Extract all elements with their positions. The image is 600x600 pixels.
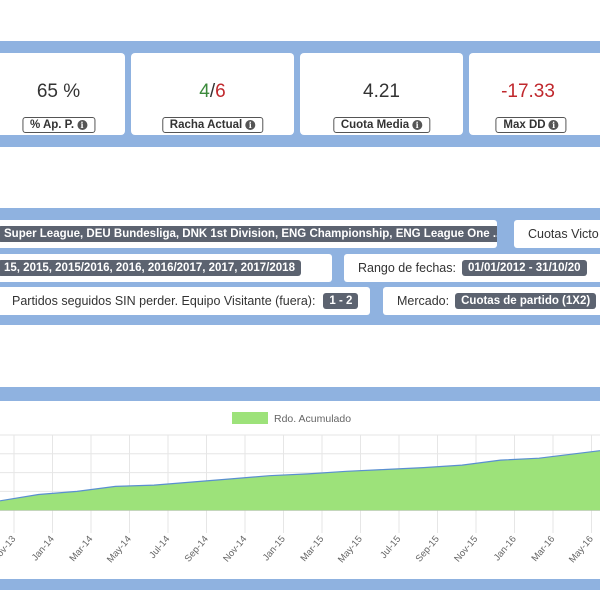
x-tick-label: Nov-14: [221, 534, 249, 565]
seasons-tag[interactable]: 15, 2015, 2015/2016, 2016, 2016/2017, 20…: [0, 260, 301, 276]
legend-label: Rdo. Acumulado: [274, 413, 351, 425]
cuotas-label: Cuotas Victo: [528, 227, 599, 241]
leagues-tag[interactable]: Super League, DEU Bundesliga, DNK 1st Di…: [0, 226, 497, 242]
stat-value-cuota: 4.21: [363, 81, 400, 102]
x-tick-label: Sep-14: [183, 534, 211, 565]
x-tick-label: May-14: [105, 534, 134, 565]
info-icon[interactable]: i: [245, 120, 256, 130]
market-label: Mercado:: [397, 294, 450, 308]
stat-value-racha: 4/6: [199, 81, 226, 102]
legend-swatch: [232, 412, 268, 424]
stat-label-racha[interactable]: Racha Actual i: [161, 117, 264, 133]
x-tick-label: Jan-16: [492, 534, 519, 563]
stat-value-maxdd: -17.33: [501, 81, 555, 102]
info-icon[interactable]: i: [548, 120, 559, 130]
date-range-tag[interactable]: 01/01/2012 - 31/10/20: [462, 260, 587, 276]
stat-card-ap: 65 % % Ap. P. i: [0, 53, 125, 135]
filter-cuotas[interactable]: Cuotas Victo: [514, 220, 600, 248]
info-icon[interactable]: i: [77, 120, 88, 130]
chart-panel: Rdo. Acumulado Nov-13 Jan-14 Mar-14 May-14 J…: [0, 401, 600, 579]
area-series-rdo-acumulado: [0, 450, 600, 511]
market-tag[interactable]: Cuotas de partido (1X2): [455, 293, 597, 309]
stat-card-maxdd: -17.33 Max DD i: [469, 53, 600, 135]
stat-label-cuota[interactable]: Cuota Media i: [332, 117, 431, 133]
streak-label: Partidos seguidos SIN perder. Equipo Vis…: [12, 294, 316, 308]
filter-market[interactable]: Mercado: Cuotas de partido (1X2): [383, 287, 600, 315]
filters-band: Super League, DEU Bundesliga, DNK 1st Di…: [0, 208, 600, 325]
filter-date-range[interactable]: Rango de fechas: 01/01/2012 - 31/10/20: [344, 254, 600, 282]
x-tick-label: Nov-13: [0, 534, 18, 565]
x-tick-label: Sep-15: [414, 534, 442, 565]
stats-band: 65 % % Ap. P. i 4/6 Racha Actual i 4.21 Cu…: [0, 41, 600, 147]
streak-tag[interactable]: 1 - 2: [323, 293, 359, 309]
stat-card-cuota: 4.21 Cuota Media i: [300, 53, 463, 135]
x-tick-label: Jan-14: [30, 534, 57, 563]
stat-card-racha: 4/6 Racha Actual i: [131, 53, 294, 135]
x-tick-label: Nov-15: [452, 534, 480, 565]
x-tick-label: Mar-15: [299, 534, 327, 564]
info-icon[interactable]: i: [412, 120, 423, 130]
x-tick-label: Jan-15: [261, 534, 288, 563]
x-tick-label: Mar-16: [530, 534, 558, 564]
x-tick-label: Jul-14: [147, 534, 172, 561]
filter-leagues[interactable]: Super League, DEU Bundesliga, DNK 1st Di…: [0, 220, 497, 248]
line-series-rdo-acumulado: [0, 450, 600, 502]
filter-streak[interactable]: Partidos seguidos SIN perder. Equipo Vis…: [0, 287, 370, 315]
x-tick-label: Mar-14: [68, 534, 96, 564]
filter-seasons[interactable]: 15, 2015, 2015/2016, 2016, 2016/2017, 20…: [0, 254, 332, 282]
date-range-label: Rango de fechas:: [358, 261, 456, 275]
x-tick-label: May-15: [336, 534, 365, 565]
x-tick-label: Jul-15: [378, 534, 403, 561]
x-tick-label: May-16: [567, 534, 596, 565]
stat-label-maxdd[interactable]: Max DD i: [495, 117, 567, 133]
x-axis-labels: Nov-13 Jan-14 Mar-14 May-14 Jul-14 Sep-14 Nov-…: [0, 534, 596, 565]
cumulative-result-chart: Rdo. Acumulado Nov-13 Jan-14 Mar-14 May-14 J…: [0, 412, 600, 565]
chart-legend[interactable]: Rdo. Acumulado: [232, 412, 351, 425]
stat-value-ap: 65 %: [36, 81, 81, 102]
stat-label-ap[interactable]: % Ap. P. i: [21, 117, 96, 133]
